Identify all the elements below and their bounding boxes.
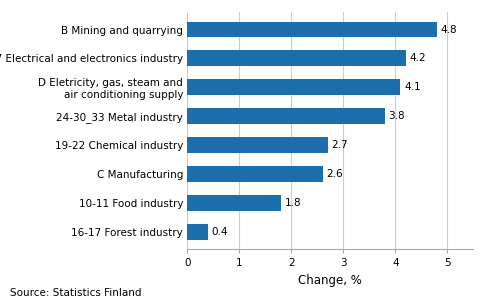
Text: Source: Statistics Finland: Source: Statistics Finland — [10, 288, 141, 298]
Text: 4.2: 4.2 — [409, 54, 426, 64]
Text: 0.4: 0.4 — [212, 227, 228, 237]
Text: 4.8: 4.8 — [441, 25, 457, 35]
X-axis label: Change, %: Change, % — [298, 274, 362, 287]
Bar — [187, 166, 322, 182]
Bar — [187, 137, 328, 153]
Text: 4.1: 4.1 — [404, 82, 421, 92]
Text: 2.6: 2.6 — [326, 169, 343, 179]
Bar — [187, 50, 406, 66]
Text: 1.8: 1.8 — [284, 198, 301, 208]
Bar — [187, 79, 400, 95]
Text: 2.7: 2.7 — [331, 140, 348, 150]
Bar — [187, 224, 208, 240]
Bar — [187, 108, 385, 124]
Bar — [187, 22, 437, 37]
Bar — [187, 195, 281, 211]
Text: 3.8: 3.8 — [388, 111, 405, 121]
